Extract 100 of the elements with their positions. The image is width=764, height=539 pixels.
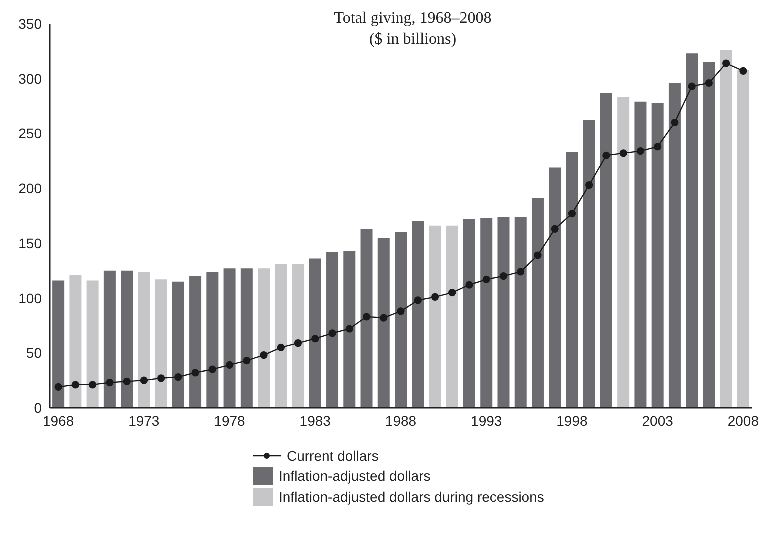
point: [671, 118, 679, 127]
x-tick-label: 1973: [128, 412, 160, 429]
bar: [206, 272, 219, 408]
point: [466, 281, 474, 289]
x-tick-label: 1978: [214, 412, 246, 429]
point: [620, 150, 628, 158]
legend-label: Inflation-adjusted dollars during recessions: [279, 489, 544, 505]
point: [157, 374, 166, 382]
y-tick-label: 100: [18, 290, 42, 306]
bar: [155, 280, 168, 408]
point: [174, 373, 182, 382]
bar: [378, 238, 390, 408]
bar: [275, 264, 288, 408]
x-tick-label: 2008: [728, 412, 760, 429]
bar: [686, 54, 698, 408]
bar: [52, 280, 65, 408]
bar: [480, 218, 493, 408]
y-tick-label: 150: [18, 235, 42, 252]
bar: [104, 270, 116, 408]
bar: [240, 268, 253, 408]
point: [294, 339, 302, 348]
bar: [737, 70, 750, 408]
y-tick-label: 0: [34, 400, 42, 416]
point: [226, 361, 234, 370]
point: [346, 325, 354, 333]
bar: [86, 280, 99, 408]
point: [448, 289, 456, 297]
y-tick-label: 300: [18, 70, 42, 87]
y-tick-label: 200: [18, 180, 42, 197]
bar: [498, 217, 510, 408]
x-tick-label: 1983: [300, 412, 332, 429]
point: [89, 381, 97, 389]
bar: [121, 270, 134, 408]
bar: [600, 93, 612, 408]
y-tick-label: 350: [18, 16, 42, 32]
point: [586, 181, 594, 190]
bar: [634, 102, 647, 408]
point: [54, 383, 62, 391]
bar: [720, 50, 732, 408]
point: [260, 352, 268, 360]
bar: [566, 152, 578, 408]
point: [277, 344, 285, 352]
bar: [583, 120, 596, 408]
point: [636, 147, 645, 156]
x-tick-label: 1988: [385, 412, 417, 429]
point: [431, 293, 440, 301]
point: [482, 276, 490, 284]
point: [551, 225, 559, 233]
point: [534, 252, 542, 260]
point: [602, 152, 610, 160]
legend-label: Inflation-adjusted dollars: [279, 468, 431, 484]
bar: [618, 98, 630, 408]
bar: [292, 264, 304, 408]
point: [140, 376, 148, 384]
x-tick-label: 1998: [556, 412, 588, 429]
point: [380, 314, 388, 322]
bar: [395, 232, 408, 408]
bar: [532, 198, 544, 408]
point: [72, 381, 80, 389]
bar: [703, 62, 716, 408]
point: [722, 60, 730, 68]
point: [414, 296, 422, 304]
bar: [652, 102, 664, 408]
bar: [326, 252, 339, 408]
point: [106, 378, 114, 387]
bar: [668, 83, 681, 408]
point: [312, 335, 320, 343]
x-tick-label: 2003: [642, 412, 674, 429]
legend-label: Current dollars: [287, 448, 379, 464]
point: [654, 143, 662, 151]
point: [208, 366, 216, 374]
bar: [138, 272, 150, 408]
x-tick-label: 1968: [42, 412, 74, 429]
bar: [258, 268, 270, 408]
y-tick-label: 250: [18, 126, 42, 142]
point: [688, 82, 696, 90]
bar: [446, 226, 458, 408]
point: [397, 308, 405, 316]
bar: [514, 217, 527, 408]
bar: [344, 251, 356, 408]
bar: [412, 221, 424, 408]
point: [517, 268, 525, 276]
bar: [172, 282, 184, 408]
point: [328, 330, 336, 338]
point: [740, 67, 748, 75]
bar: [549, 168, 562, 408]
bar: [70, 275, 82, 408]
bar: [190, 276, 202, 408]
chart-subtitle: ($ in billions): [368, 30, 458, 50]
chart-title: Total giving, 1968–2008: [333, 9, 493, 29]
point: [362, 313, 371, 321]
x-tick-label: 1993: [471, 412, 502, 429]
point: [243, 357, 251, 365]
bar: [463, 219, 476, 408]
point: [192, 369, 200, 377]
point: [568, 210, 576, 218]
point: [123, 378, 131, 386]
bar: [429, 226, 442, 408]
y-tick-label: 50: [26, 345, 42, 362]
bar: [309, 258, 322, 408]
